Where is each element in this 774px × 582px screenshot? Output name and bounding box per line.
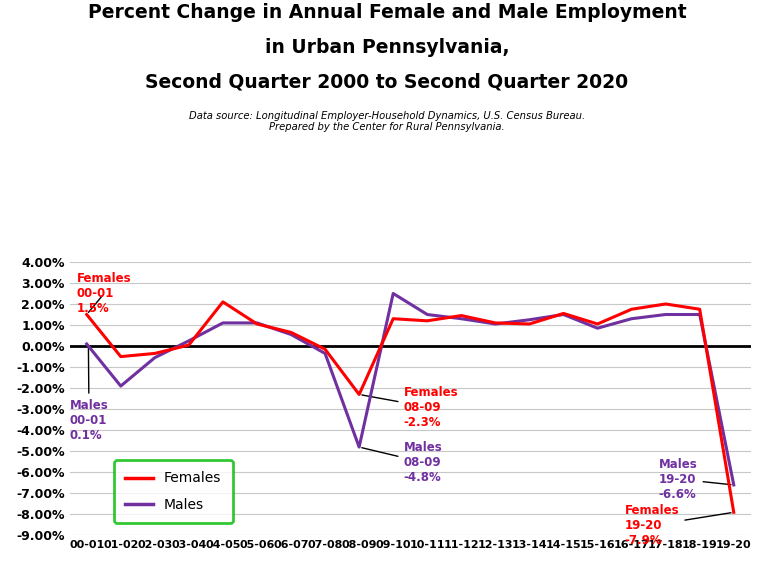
Text: Females
08-09
-2.3%: Females 08-09 -2.3% bbox=[362, 386, 458, 429]
Text: Females
00-01
1.5%: Females 00-01 1.5% bbox=[77, 272, 131, 315]
Text: in Urban Pennsylvania,: in Urban Pennsylvania, bbox=[265, 38, 509, 57]
Text: Percent Change in Annual Female and Male Employment: Percent Change in Annual Female and Male… bbox=[87, 3, 687, 22]
Text: Males
08-09
-4.8%: Males 08-09 -4.8% bbox=[361, 441, 442, 484]
Text: Females
19-20
-7.9%: Females 19-20 -7.9% bbox=[625, 504, 731, 547]
Text: Males
19-20
-6.6%: Males 19-20 -6.6% bbox=[659, 457, 731, 501]
Text: Data source: Longitudinal Employer-Household Dynamics, U.S. Census Bureau.
Prepa: Data source: Longitudinal Employer-House… bbox=[189, 111, 585, 132]
Legend: Females, Males: Females, Males bbox=[114, 460, 232, 523]
Text: Second Quarter 2000 to Second Quarter 2020: Second Quarter 2000 to Second Quarter 20… bbox=[146, 73, 628, 92]
Text: Males
00-01
0.1%: Males 00-01 0.1% bbox=[70, 347, 108, 442]
